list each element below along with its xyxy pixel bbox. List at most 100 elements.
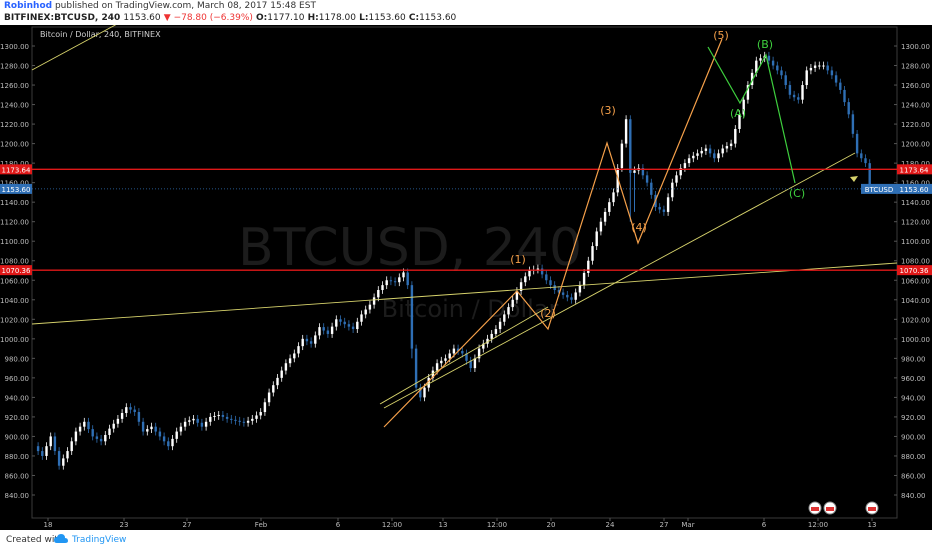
- candle-body: [36, 446, 40, 452]
- y-tick-label-right: 1300.00: [901, 43, 930, 51]
- candle-body: [465, 353, 468, 361]
- chart-area[interactable]: BTCUSD, 240 Bitcoin / Dollar Bitcoin / Dol…: [0, 25, 932, 530]
- candle-body: [133, 409, 136, 413]
- y-tick-label-left: 1300.00: [0, 43, 29, 51]
- candle-body: [721, 148, 724, 154]
- wave-label: (C): [789, 187, 805, 200]
- candle-body: [503, 314, 506, 322]
- candle-body: [860, 153, 863, 159]
- candle-body: [650, 182, 653, 195]
- high-value: 1178.00: [318, 13, 356, 23]
- tradingview-brand[interactable]: TradingView: [72, 535, 127, 545]
- candle-body: [112, 423, 115, 429]
- trendline-long: [31, 262, 898, 325]
- candle-body: [66, 451, 69, 459]
- y-tick-label-left: 1260.00: [0, 82, 29, 90]
- candle-body: [477, 348, 481, 359]
- watermark-symbol: BTCUSD, 240: [238, 218, 582, 278]
- y-tick-label-right: 1000.00: [901, 336, 930, 344]
- candle-body: [225, 416, 229, 419]
- candle-body: [293, 353, 296, 359]
- candle-body: [771, 60, 775, 66]
- candle-body: [78, 426, 82, 432]
- candle-body: [511, 299, 514, 308]
- candle-body: [809, 67, 813, 71]
- candle-body: [868, 163, 871, 185]
- candle-body: [57, 451, 61, 466]
- candle-body: [633, 170, 636, 173]
- author-name[interactable]: Robinhod: [4, 1, 53, 11]
- y-tick-label-left: 900.00: [5, 433, 30, 441]
- trendline-channel: [379, 306, 549, 405]
- candle-body: [612, 192, 615, 203]
- candle-body: [322, 327, 325, 331]
- y-tick-label-right: 920.00: [901, 414, 926, 422]
- candle-body: [339, 319, 342, 322]
- wave-label: (3): [600, 104, 616, 117]
- candle-body: [414, 348, 418, 388]
- impulse-wave-path: [383, 38, 723, 428]
- candle-body: [200, 422, 204, 427]
- candle-body: [839, 82, 842, 90]
- x-tick-label: Feb: [255, 521, 268, 529]
- x-tick-label: 27: [660, 521, 669, 529]
- candle-body: [305, 338, 309, 342]
- candle-body: [196, 418, 199, 423]
- candle-body: [759, 58, 762, 61]
- x-tick-label: 24: [606, 521, 615, 529]
- candle-body: [708, 148, 712, 154]
- candle-body: [582, 272, 586, 286]
- created-with-label: Created with: [6, 535, 64, 545]
- y-tick-label-right: 980.00: [901, 355, 926, 363]
- corrective-wave-path: [707, 46, 796, 184]
- candle-body: [797, 97, 800, 100]
- candle-body: [507, 307, 510, 315]
- candle-body: [700, 150, 703, 154]
- candle-body: [570, 297, 573, 300]
- trendline-top-left: [31, 25, 117, 71]
- candle-body: [750, 72, 754, 86]
- candle-body: [578, 285, 582, 293]
- y-tick-label-left: 1080.00: [0, 258, 29, 266]
- candle-body: [734, 128, 737, 144]
- y-tick-label-right: 1280.00: [901, 63, 930, 71]
- candle-body: [62, 458, 65, 466]
- y-tick-label-left: 860.00: [5, 472, 30, 480]
- candle-body: [851, 114, 855, 134]
- candle-body: [830, 70, 834, 76]
- x-tick-label: 27: [183, 521, 192, 529]
- y-tick-label-left: 940.00: [5, 394, 30, 402]
- candle-body: [692, 155, 695, 159]
- candle-body: [41, 451, 44, 456]
- candle-body: [309, 341, 313, 344]
- candle-body: [822, 65, 825, 67]
- chart-background: [0, 25, 932, 530]
- y-tick-label-right: 1080.00: [901, 258, 930, 266]
- candle-body: [255, 415, 258, 419]
- ohlc-line: BITFINEX:BTCUSD, 240 1153.60 ▼ −78.80 (−…: [4, 12, 456, 24]
- candle-body: [843, 89, 846, 103]
- candle-body: [49, 436, 52, 447]
- candle-body: [591, 246, 594, 261]
- y-tick-label-left: 1000.00: [0, 336, 29, 344]
- wave-label: (2): [540, 307, 556, 320]
- candle-body: [528, 270, 531, 277]
- candle-body: [360, 314, 363, 322]
- low-value: 1153.60: [368, 13, 406, 23]
- candle-body: [805, 70, 808, 86]
- x-tick-label: 20: [547, 521, 556, 529]
- y-tick-label-left: 1280.00: [0, 63, 29, 71]
- candle-body: [297, 346, 300, 354]
- candle-body: [855, 133, 859, 154]
- candle-body: [209, 416, 212, 422]
- candle-body: [179, 426, 183, 432]
- candle-body: [192, 418, 195, 421]
- candle-body: [515, 290, 519, 300]
- y-tick-label-left: 920.00: [5, 414, 30, 422]
- candle-body: [53, 436, 57, 452]
- y-tick-label-right: 1120.00: [901, 219, 930, 227]
- candle-body: [666, 197, 670, 212]
- level-tag-right: [897, 164, 932, 175]
- candle-body: [389, 280, 393, 282]
